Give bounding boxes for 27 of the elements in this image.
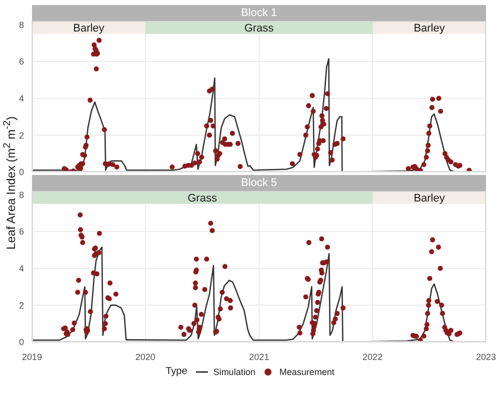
band-label: Barley bbox=[414, 22, 446, 34]
y-tick-label: 8 bbox=[18, 190, 24, 200]
band-label: Grass bbox=[244, 22, 274, 34]
legend-title: Type bbox=[166, 366, 188, 377]
band-label: Grass bbox=[188, 192, 218, 204]
line-series bbox=[32, 58, 456, 172]
x-tick-label: 2020 bbox=[135, 352, 156, 362]
y-tick-label: 4 bbox=[18, 264, 24, 274]
y-tick-label: 6 bbox=[18, 56, 24, 67]
band-label: Barley bbox=[73, 22, 105, 34]
chart-title: Block 1 bbox=[32, 5, 486, 21]
x-tick-label: 2022 bbox=[362, 352, 383, 362]
legend-label: Measurement bbox=[279, 366, 334, 376]
x-tick-label: 2021 bbox=[249, 352, 270, 362]
y-tick-label: 6 bbox=[18, 226, 24, 237]
y-tick-label: 2 bbox=[18, 130, 24, 140]
y-tick-label: 0 bbox=[18, 337, 24, 348]
band-label: Barley bbox=[414, 192, 446, 204]
x-tick-label: 2019 bbox=[22, 352, 42, 362]
y-tick-label: 4 bbox=[18, 94, 24, 104]
chart-title: Block 5 bbox=[32, 175, 486, 191]
y-tick-label: 8 bbox=[18, 20, 24, 30]
y-tick-label: 2 bbox=[18, 300, 24, 310]
legend-label: Simulation bbox=[213, 366, 256, 376]
x-tick-label: 2023 bbox=[476, 352, 496, 362]
line-series bbox=[32, 246, 456, 342]
y-tick-label: 0 bbox=[18, 167, 24, 178]
